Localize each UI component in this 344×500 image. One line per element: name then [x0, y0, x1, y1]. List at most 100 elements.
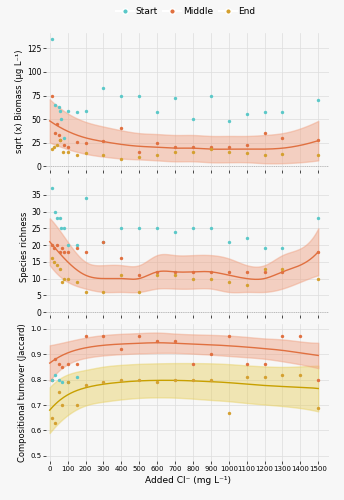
- Point: [226, 268, 232, 276]
- Point: [154, 108, 160, 116]
- Point: [137, 288, 142, 296]
- Point: [65, 274, 71, 282]
- Point: [315, 136, 321, 143]
- Point: [49, 92, 54, 100]
- Point: [60, 401, 65, 409]
- Point: [172, 143, 178, 151]
- Point: [49, 254, 54, 262]
- Point: [101, 150, 106, 158]
- Point: [60, 378, 65, 386]
- Point: [58, 224, 64, 232]
- Point: [119, 92, 124, 100]
- Point: [52, 258, 57, 266]
- Point: [154, 338, 160, 345]
- Point: [74, 360, 79, 368]
- Point: [65, 248, 71, 256]
- Point: [61, 148, 66, 156]
- Point: [137, 376, 142, 384]
- Point: [65, 360, 71, 368]
- Point: [208, 350, 214, 358]
- Point: [315, 376, 321, 384]
- Point: [315, 96, 321, 104]
- Point: [119, 224, 124, 232]
- Point: [52, 419, 58, 427]
- Point: [101, 288, 106, 296]
- Point: [49, 241, 54, 249]
- Point: [262, 129, 267, 137]
- Point: [61, 134, 67, 142]
- Point: [61, 248, 67, 256]
- Point: [137, 148, 142, 156]
- Point: [83, 332, 88, 340]
- Point: [65, 106, 71, 114]
- Point: [65, 378, 71, 386]
- Point: [190, 224, 196, 232]
- Point: [244, 281, 249, 289]
- Point: [226, 148, 232, 156]
- Point: [119, 271, 124, 279]
- Point: [172, 148, 178, 156]
- Point: [208, 268, 214, 276]
- Point: [315, 150, 321, 158]
- Point: [208, 145, 214, 153]
- Point: [226, 408, 232, 416]
- Point: [172, 94, 178, 102]
- Point: [262, 150, 267, 158]
- Point: [137, 224, 142, 232]
- Point: [49, 35, 54, 43]
- Point: [57, 108, 62, 116]
- Point: [137, 92, 142, 100]
- Point: [244, 142, 249, 150]
- Point: [61, 224, 67, 232]
- Point: [190, 148, 196, 156]
- Point: [54, 241, 60, 249]
- Y-axis label: sqrt (x) Biomass (μg L⁻¹): sqrt (x) Biomass (μg L⁻¹): [15, 50, 24, 153]
- Point: [154, 138, 160, 146]
- Point: [49, 376, 54, 384]
- Point: [49, 376, 54, 384]
- Point: [52, 370, 58, 378]
- Point: [58, 115, 64, 123]
- Point: [226, 332, 232, 340]
- Y-axis label: Compositional turnover (Jaccard): Compositional turnover (Jaccard): [18, 323, 27, 462]
- Point: [244, 110, 249, 118]
- Point: [172, 268, 178, 276]
- Point: [54, 261, 60, 269]
- Point: [226, 238, 232, 246]
- Point: [58, 136, 63, 143]
- Point: [280, 244, 285, 252]
- Point: [244, 373, 249, 381]
- Point: [262, 244, 267, 252]
- Point: [101, 136, 106, 144]
- Point: [60, 363, 65, 371]
- Point: [74, 278, 79, 286]
- Point: [101, 378, 106, 386]
- Point: [154, 271, 160, 279]
- Point: [244, 268, 249, 276]
- Point: [119, 254, 124, 262]
- Point: [315, 274, 321, 282]
- Point: [226, 278, 232, 286]
- Point: [60, 244, 65, 252]
- Point: [52, 244, 57, 252]
- Point: [57, 136, 62, 143]
- Point: [101, 238, 106, 246]
- Point: [172, 228, 178, 235]
- Point: [208, 376, 214, 384]
- Point: [49, 414, 54, 422]
- Point: [244, 234, 249, 242]
- Point: [56, 103, 62, 111]
- Point: [56, 131, 62, 139]
- Point: [54, 142, 60, 150]
- Point: [52, 356, 58, 364]
- Point: [137, 152, 142, 160]
- Point: [226, 143, 232, 151]
- Point: [154, 224, 160, 232]
- Point: [208, 92, 214, 100]
- Point: [61, 274, 67, 282]
- Point: [52, 129, 58, 137]
- Point: [119, 154, 124, 162]
- Point: [57, 264, 62, 272]
- Point: [52, 208, 58, 216]
- Point: [56, 360, 62, 368]
